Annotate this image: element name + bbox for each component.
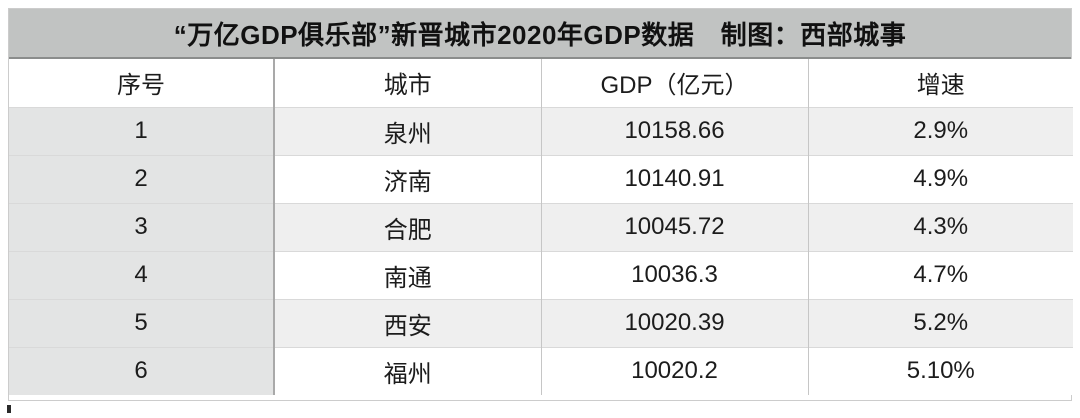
cell-gdp: 10045.72 <box>540 202 808 251</box>
cell-city: 合肥 <box>273 202 541 251</box>
cell-growth: 5.10% <box>807 346 1073 395</box>
gdp-table-card: “万亿GDP俱乐部”新晋城市2020年GDP数据 制图：西部城事 序号 城市 G… <box>8 8 1073 401</box>
header-row: 序号 城市 GDP（亿元） 增速 <box>9 59 1073 107</box>
table-row-6: 6 福州 10020.2 5.10% <box>9 346 1073 395</box>
cell-growth: 5.2% <box>807 298 1073 347</box>
cell-city: 南通 <box>273 250 541 299</box>
cell-gdp: 10140.91 <box>540 154 808 203</box>
cell-seq: 5 <box>9 298 275 347</box>
column-header-growth: 增速 <box>807 59 1073 107</box>
cell-growth: 4.9% <box>807 154 1073 203</box>
cell-gdp: 10036.3 <box>540 250 808 299</box>
table-row-5: 5 西安 10020.39 5.2% <box>9 298 1073 347</box>
text-cursor-artifact <box>7 405 11 413</box>
table-title: “万亿GDP俱乐部”新晋城市2020年GDP数据 制图：西部城事 <box>173 19 907 50</box>
column-header-seq: 序号 <box>9 59 275 107</box>
table-row-4: 4 南通 10036.3 4.7% <box>9 250 1073 299</box>
table-row-1: 1 泉州 10158.66 2.9% <box>9 106 1073 155</box>
cell-seq: 4 <box>9 250 275 299</box>
cell-seq: 6 <box>9 346 275 395</box>
gdp-table: 序号 城市 GDP（亿元） 增速 1 泉州 10158.66 2.9% 2 济南… <box>9 59 1073 395</box>
column-header-city: 城市 <box>273 59 541 107</box>
cell-gdp: 10158.66 <box>540 106 808 155</box>
cell-city: 福州 <box>273 346 541 395</box>
cell-city: 济南 <box>273 154 541 203</box>
cell-growth: 4.3% <box>807 202 1073 251</box>
cell-seq: 2 <box>9 154 275 203</box>
cell-growth: 4.7% <box>807 250 1073 299</box>
column-header-gdp: GDP（亿元） <box>540 59 808 107</box>
table-row-3: 3 合肥 10045.72 4.3% <box>9 202 1073 251</box>
cell-city: 泉州 <box>273 106 541 155</box>
cell-gdp: 10020.39 <box>540 298 808 347</box>
cell-city: 西安 <box>273 298 541 347</box>
cell-seq: 3 <box>9 202 275 251</box>
table-title-bar: “万亿GDP俱乐部”新晋城市2020年GDP数据 制图：西部城事 <box>9 9 1071 59</box>
cell-growth: 2.9% <box>807 106 1073 155</box>
table-row-2: 2 济南 10140.91 4.9% <box>9 154 1073 203</box>
cell-gdp: 10020.2 <box>540 346 808 395</box>
cell-seq: 1 <box>9 106 275 155</box>
